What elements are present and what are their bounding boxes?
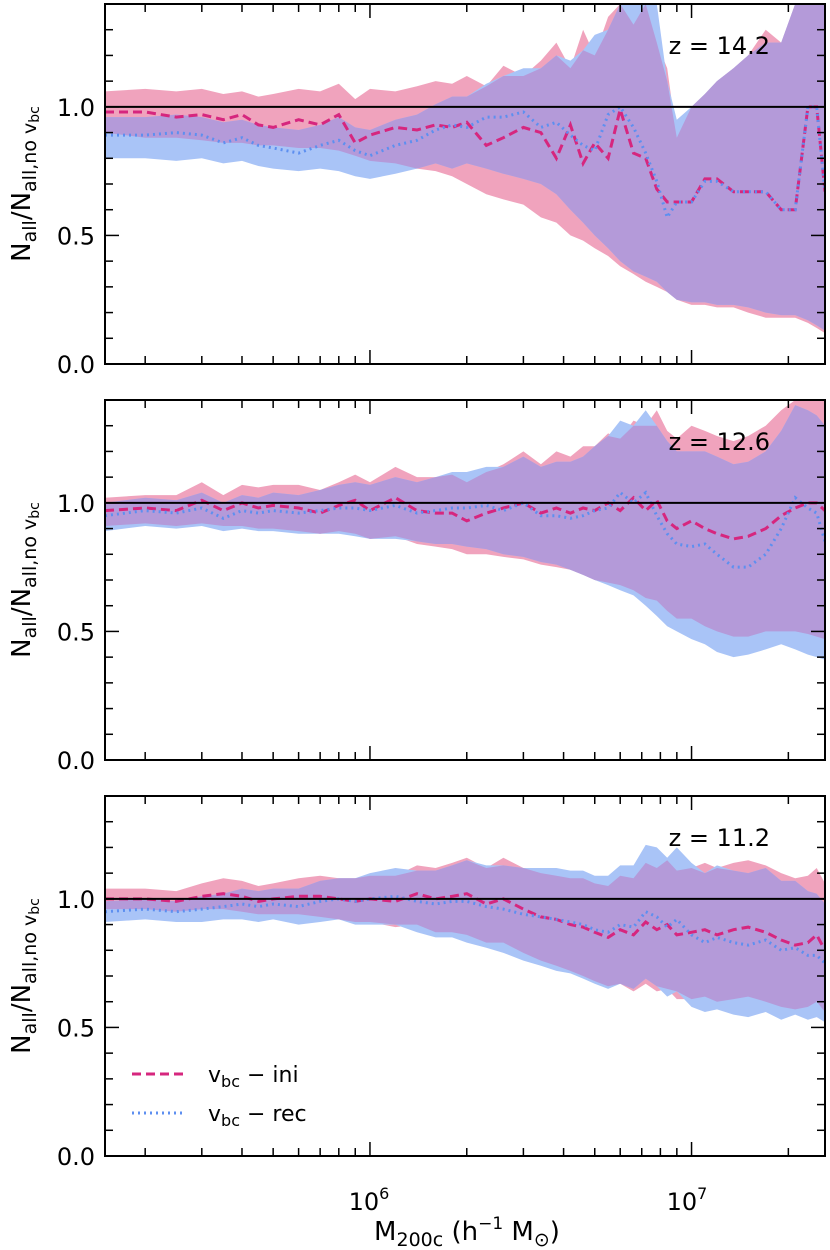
y-tick-labels: 0.0 0.5 1.0 bbox=[57, 94, 95, 379]
band-overlap bbox=[105, 4, 825, 331]
y-tick-label: 1.0 bbox=[57, 490, 95, 518]
panel-z-11-2: 0.0 0.5 1.0 z = 11.2 Nall/Nall,no vbc vbc … bbox=[7, 795, 826, 1171]
y-axis-label: Nall/Nall,no vbc bbox=[7, 502, 43, 658]
series-line-rec bbox=[105, 894, 825, 965]
series-line-ini bbox=[105, 103, 825, 212]
uncertainty-bands bbox=[105, 4, 825, 334]
x-tick-label-1e6: 106 bbox=[349, 1184, 390, 1216]
y-tick-label: 0.0 bbox=[57, 351, 95, 379]
y-axis-label: Nall/Nall,no vbc bbox=[7, 898, 43, 1054]
legend: vbc − ini vbc − rec bbox=[132, 1063, 307, 1130]
redshift-label: z = 14.2 bbox=[669, 32, 770, 60]
x-axis-label: M200c (h−1 M⊙) bbox=[374, 1214, 560, 1250]
y-tick-label: 0.5 bbox=[57, 618, 95, 646]
x-tick-label-1e7: 107 bbox=[667, 1184, 708, 1216]
plot-frame bbox=[104, 399, 826, 761]
y-tick-label: 1.0 bbox=[57, 886, 95, 914]
band-overlap bbox=[105, 405, 825, 640]
plot-frame bbox=[104, 795, 826, 1157]
y-tick-label: 0.5 bbox=[57, 222, 95, 250]
redshift-label: z = 11.2 bbox=[669, 824, 770, 852]
panel-z-14-2: 0.0 0.5 1.0 z = 14.2 Nall/Nall,no vbc bbox=[7, 3, 826, 379]
plot-frame bbox=[104, 3, 826, 365]
axis-ticks bbox=[105, 3, 825, 365]
redshift-label: z = 12.6 bbox=[669, 428, 770, 456]
y-tick-label: 0.0 bbox=[57, 747, 95, 775]
y-tick-label: 0.0 bbox=[57, 1143, 95, 1171]
axis-ticks bbox=[105, 399, 825, 761]
y-tick-label: 1.0 bbox=[57, 94, 95, 122]
panel-z-12-6: 0.0 0.5 1.0 z = 12.6 Nall/Nall,no vbc bbox=[7, 399, 826, 775]
legend-label-ini: vbc − ini bbox=[208, 1063, 299, 1091]
y-tick-label: 0.5 bbox=[57, 1014, 95, 1042]
y-axis-label: Nall/Nall,no vbc bbox=[7, 106, 43, 262]
series-lines bbox=[105, 103, 825, 222]
series-line-rec bbox=[105, 104, 825, 222]
legend-label-rec: vbc − rec bbox=[208, 1102, 307, 1130]
y-tick-labels: 0.0 0.5 1.0 bbox=[57, 886, 95, 1171]
y-tick-labels: 0.0 0.5 1.0 bbox=[57, 490, 95, 775]
